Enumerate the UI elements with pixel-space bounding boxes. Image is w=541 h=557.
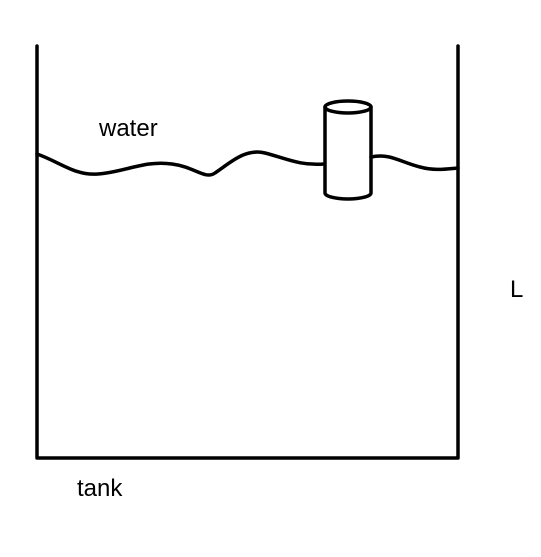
floating-cylinder — [323, 99, 373, 201]
tank-label: tank — [77, 475, 123, 502]
tank-outline — [35, 44, 460, 460]
cylinder-body — [323, 105, 373, 201]
cylinder-top — [323, 99, 373, 115]
water-label: water — [98, 115, 158, 142]
water-surface-left — [35, 150, 326, 177]
water-surface-right — [369, 154, 460, 172]
length-label: L — [510, 276, 523, 303]
